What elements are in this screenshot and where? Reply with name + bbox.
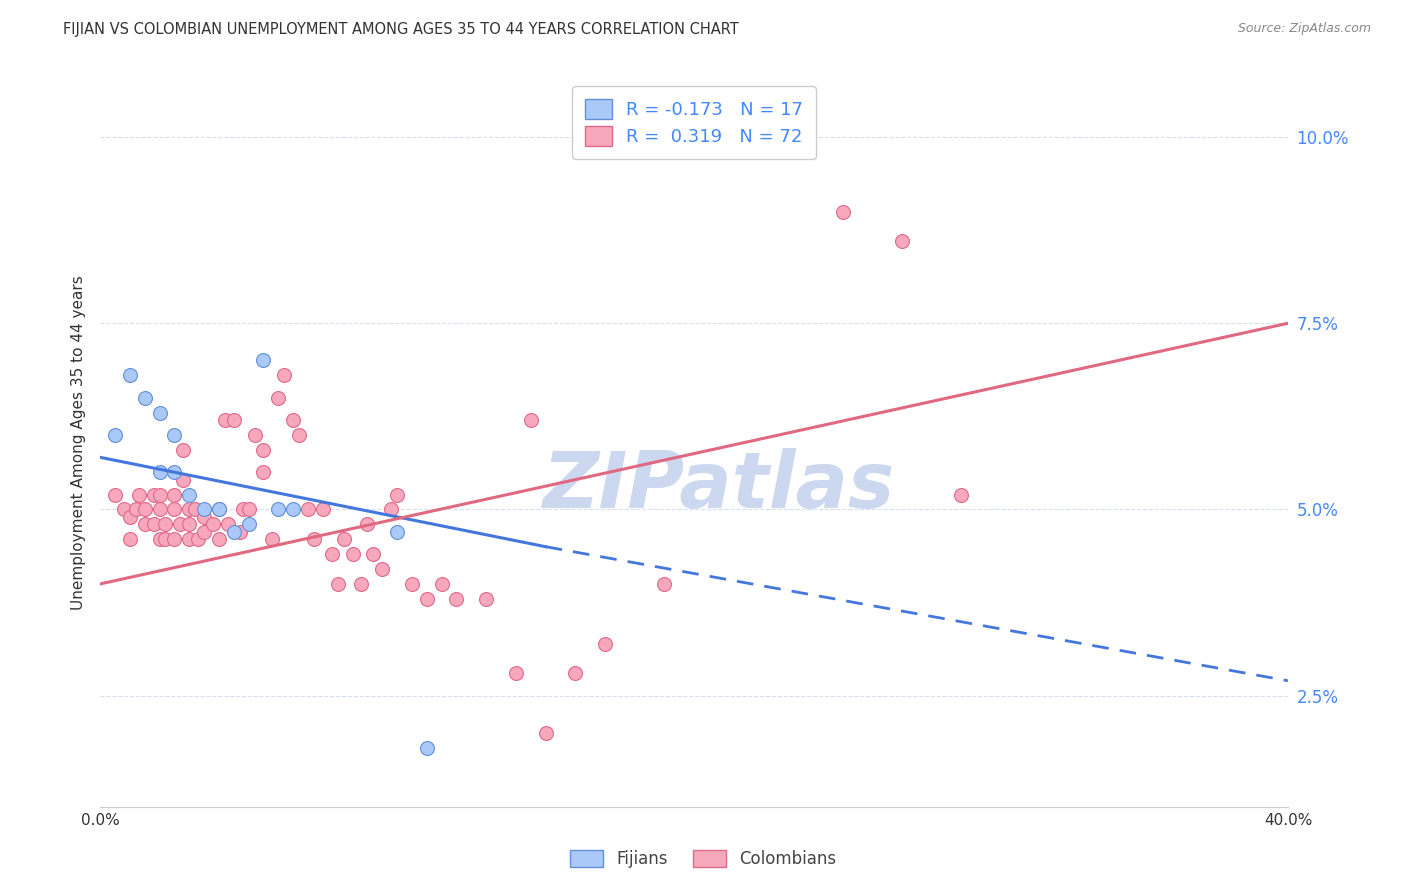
Legend: Fijians, Colombians: Fijians, Colombians [562, 843, 844, 875]
Point [593, 636, 616, 650]
Point [232, 502, 254, 516]
Point [193, 524, 215, 539]
Point [214, 413, 236, 427]
Point [104, 428, 127, 442]
Point [519, 413, 541, 427]
Point [297, 502, 319, 516]
Legend: R = -0.173   N = 17, R =  0.319   N = 72: R = -0.173 N = 17, R = 0.319 N = 72 [572, 87, 815, 159]
Point [326, 577, 349, 591]
Point [564, 666, 586, 681]
Point [238, 502, 260, 516]
Point [163, 465, 186, 479]
Point [228, 524, 250, 539]
Point [831, 204, 853, 219]
Point [134, 517, 156, 532]
Point [172, 473, 194, 487]
Point [112, 502, 135, 516]
Point [118, 368, 141, 383]
Point [179, 487, 201, 501]
Point [312, 502, 335, 516]
Point [172, 442, 194, 457]
Text: ZIPatlas: ZIPatlas [541, 448, 894, 524]
Point [208, 502, 231, 516]
Point [148, 502, 170, 516]
Point [238, 517, 260, 532]
Point [128, 487, 150, 501]
Point [148, 533, 170, 547]
Point [148, 406, 170, 420]
Point [385, 487, 408, 501]
Point [125, 502, 148, 516]
Point [208, 502, 231, 516]
Point [363, 547, 385, 561]
Point [217, 517, 239, 532]
Point [155, 533, 177, 547]
Point [142, 487, 165, 501]
Point [321, 547, 343, 561]
Point [654, 577, 676, 591]
Point [416, 591, 439, 606]
Point [262, 533, 284, 547]
Point [416, 740, 439, 755]
Point [350, 577, 373, 591]
Point [267, 502, 290, 516]
Point [201, 517, 224, 532]
Point [104, 487, 127, 501]
Point [163, 487, 186, 501]
Y-axis label: Unemployment Among Ages 35 to 44 years: Unemployment Among Ages 35 to 44 years [72, 275, 86, 610]
Point [288, 428, 311, 442]
Point [208, 533, 231, 547]
Point [155, 517, 177, 532]
Point [356, 517, 378, 532]
Point [243, 428, 266, 442]
Point [534, 726, 557, 740]
Point [273, 368, 295, 383]
Point [475, 591, 498, 606]
Point [118, 509, 141, 524]
Point [179, 533, 201, 547]
Point [283, 502, 305, 516]
Point [252, 465, 274, 479]
Point [163, 533, 186, 547]
Point [169, 517, 191, 532]
Point [184, 502, 207, 516]
Point [342, 547, 364, 561]
Point [401, 577, 423, 591]
Point [380, 502, 402, 516]
Point [142, 517, 165, 532]
Text: Source: ZipAtlas.com: Source: ZipAtlas.com [1237, 22, 1371, 36]
Point [267, 391, 290, 405]
Point [890, 235, 912, 249]
Point [118, 533, 141, 547]
Point [148, 487, 170, 501]
Point [950, 487, 973, 501]
Point [134, 391, 156, 405]
Point [252, 353, 274, 368]
Point [163, 428, 186, 442]
Point [222, 413, 245, 427]
Text: FIJIAN VS COLOMBIAN UNEMPLOYMENT AMONG AGES 35 TO 44 YEARS CORRELATION CHART: FIJIAN VS COLOMBIAN UNEMPLOYMENT AMONG A… [63, 22, 740, 37]
Point [385, 524, 408, 539]
Point [193, 502, 215, 516]
Point [302, 533, 325, 547]
Point [222, 524, 245, 539]
Point [332, 533, 354, 547]
Point [252, 442, 274, 457]
Point [163, 502, 186, 516]
Point [134, 502, 156, 516]
Point [193, 509, 215, 524]
Point [430, 577, 453, 591]
Point [283, 413, 305, 427]
Point [371, 562, 394, 576]
Point [148, 465, 170, 479]
Point [179, 502, 201, 516]
Point [187, 533, 209, 547]
Point [446, 591, 468, 606]
Point [505, 666, 527, 681]
Point [179, 517, 201, 532]
